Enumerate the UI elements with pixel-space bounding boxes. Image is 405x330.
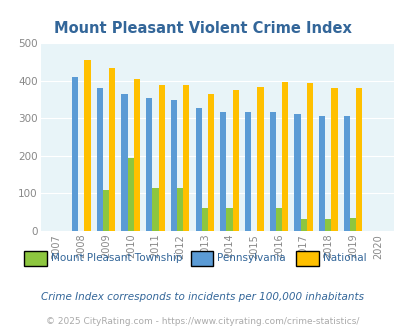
Bar [330,88,337,231]
Bar [244,113,251,231]
Bar [201,208,207,231]
Bar [158,85,164,231]
Bar [269,113,275,231]
Bar [84,60,90,231]
Text: © 2025 CityRating.com - https://www.cityrating.com/crime-statistics/: © 2025 CityRating.com - https://www.city… [46,317,359,326]
Bar [355,88,361,231]
Bar [146,98,152,231]
Bar [343,116,349,231]
Bar [275,208,281,231]
Bar [177,188,183,231]
Bar [294,114,300,231]
Bar [318,116,324,231]
Bar [220,113,226,231]
Text: National: National [322,253,365,263]
Bar [195,108,201,231]
Bar [121,94,127,231]
Bar [257,87,263,231]
Bar [127,158,134,231]
Bar [226,208,232,231]
Bar [306,83,312,231]
Text: Mount Pleasant Township: Mount Pleasant Township [51,253,182,263]
Bar [183,85,189,231]
Bar [324,218,330,231]
Bar [349,218,355,231]
Bar [109,69,115,231]
Bar [103,190,109,231]
Bar [281,82,288,231]
Bar [207,94,213,231]
Bar [232,89,238,231]
Bar [171,100,177,231]
Text: Pennsylvania: Pennsylvania [217,253,285,263]
Bar [300,219,306,231]
Text: Crime Index corresponds to incidents per 100,000 inhabitants: Crime Index corresponds to incidents per… [41,292,364,302]
Bar [72,77,78,231]
Text: Mount Pleasant Violent Crime Index: Mount Pleasant Violent Crime Index [54,21,351,36]
Bar [152,188,158,231]
Bar [134,79,140,231]
Bar [96,88,103,231]
